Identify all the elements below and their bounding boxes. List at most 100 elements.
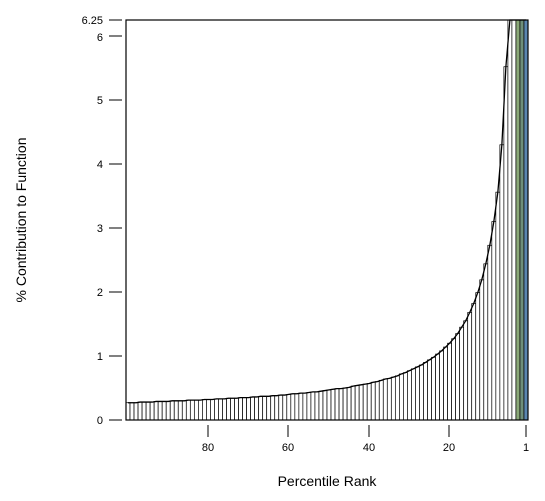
bar — [362, 383, 368, 421]
y-tick-label: 1 — [97, 351, 103, 363]
bar — [495, 191, 501, 421]
bar — [423, 362, 428, 421]
bar — [246, 397, 251, 421]
bar — [439, 350, 444, 421]
bar — [141, 401, 147, 421]
bar — [346, 387, 352, 421]
bar — [262, 395, 268, 421]
bar — [254, 396, 260, 421]
bar — [157, 401, 163, 421]
bar — [294, 393, 300, 421]
bar — [427, 359, 432, 421]
bar — [181, 400, 187, 421]
bar — [326, 389, 332, 421]
bar — [210, 399, 215, 421]
bar — [202, 399, 207, 421]
bar — [137, 401, 143, 421]
bar — [523, 19, 529, 421]
bar — [342, 387, 348, 421]
bar — [322, 390, 328, 421]
y-axis: 0 1 2 3 4 5 6 6.25 — [82, 15, 122, 427]
bar — [230, 397, 235, 421]
bar — [475, 292, 481, 421]
bar — [161, 401, 167, 421]
bar — [455, 333, 461, 421]
bar — [467, 312, 473, 421]
bar — [173, 400, 179, 421]
bar — [463, 320, 469, 421]
x-tick-label: 1 — [523, 442, 529, 454]
bar — [507, 19, 513, 421]
y-axis-label: % Contribution to Function — [13, 138, 29, 303]
y-tick-label: 3 — [97, 223, 103, 235]
bar — [278, 394, 284, 421]
bar — [479, 279, 485, 421]
bar — [198, 399, 203, 421]
bar — [133, 402, 139, 421]
bar — [382, 378, 388, 421]
bar — [302, 392, 308, 421]
bar — [390, 376, 396, 421]
y-tick-label: 4 — [97, 159, 103, 171]
bar — [350, 385, 356, 421]
bars-group — [125, 19, 529, 421]
bar — [415, 366, 420, 421]
x-tick-label: 40 — [363, 442, 375, 454]
bar — [451, 338, 456, 421]
bar — [403, 372, 408, 421]
bar — [218, 398, 223, 421]
bar — [435, 353, 440, 421]
bar — [515, 19, 521, 421]
bar — [519, 19, 525, 421]
bar — [258, 395, 264, 421]
bar — [193, 399, 199, 421]
bar — [503, 66, 509, 421]
bar — [214, 398, 219, 421]
bar — [270, 395, 276, 421]
bar — [399, 373, 404, 421]
x-tick-label: 60 — [282, 442, 294, 454]
bar — [394, 375, 400, 421]
bar — [250, 396, 255, 421]
bar — [222, 398, 227, 421]
bar — [499, 144, 505, 421]
bar — [366, 383, 372, 421]
bar — [226, 397, 231, 421]
bar — [419, 364, 424, 421]
bar — [234, 397, 239, 421]
bar — [386, 378, 392, 421]
plot-frame — [125, 19, 529, 421]
bar — [153, 401, 159, 421]
bar — [354, 385, 360, 421]
bar — [177, 400, 183, 421]
bar — [189, 399, 195, 421]
y-tick-label: 0 — [97, 415, 103, 427]
bar — [487, 244, 493, 421]
bar — [318, 390, 324, 421]
y-tick-label: 6 — [97, 32, 103, 44]
bar — [314, 391, 320, 421]
bar — [338, 388, 344, 421]
y-tick-label: 6.25 — [82, 15, 103, 27]
bar — [511, 19, 517, 421]
bar — [330, 388, 336, 421]
bar — [306, 392, 312, 421]
y-tick-label: 2 — [97, 287, 103, 299]
bar — [374, 381, 380, 421]
bar — [185, 399, 191, 421]
bar — [358, 384, 364, 421]
bar — [129, 402, 135, 421]
bar — [411, 368, 416, 421]
bar — [443, 346, 448, 421]
bar — [298, 392, 304, 421]
trend-curve — [128, 19, 526, 404]
bar — [145, 401, 151, 421]
bar — [282, 394, 288, 421]
bar — [334, 388, 340, 421]
bar — [407, 370, 412, 421]
bar — [125, 402, 131, 421]
bar — [206, 399, 211, 421]
bar — [447, 342, 452, 421]
bar — [370, 381, 376, 421]
